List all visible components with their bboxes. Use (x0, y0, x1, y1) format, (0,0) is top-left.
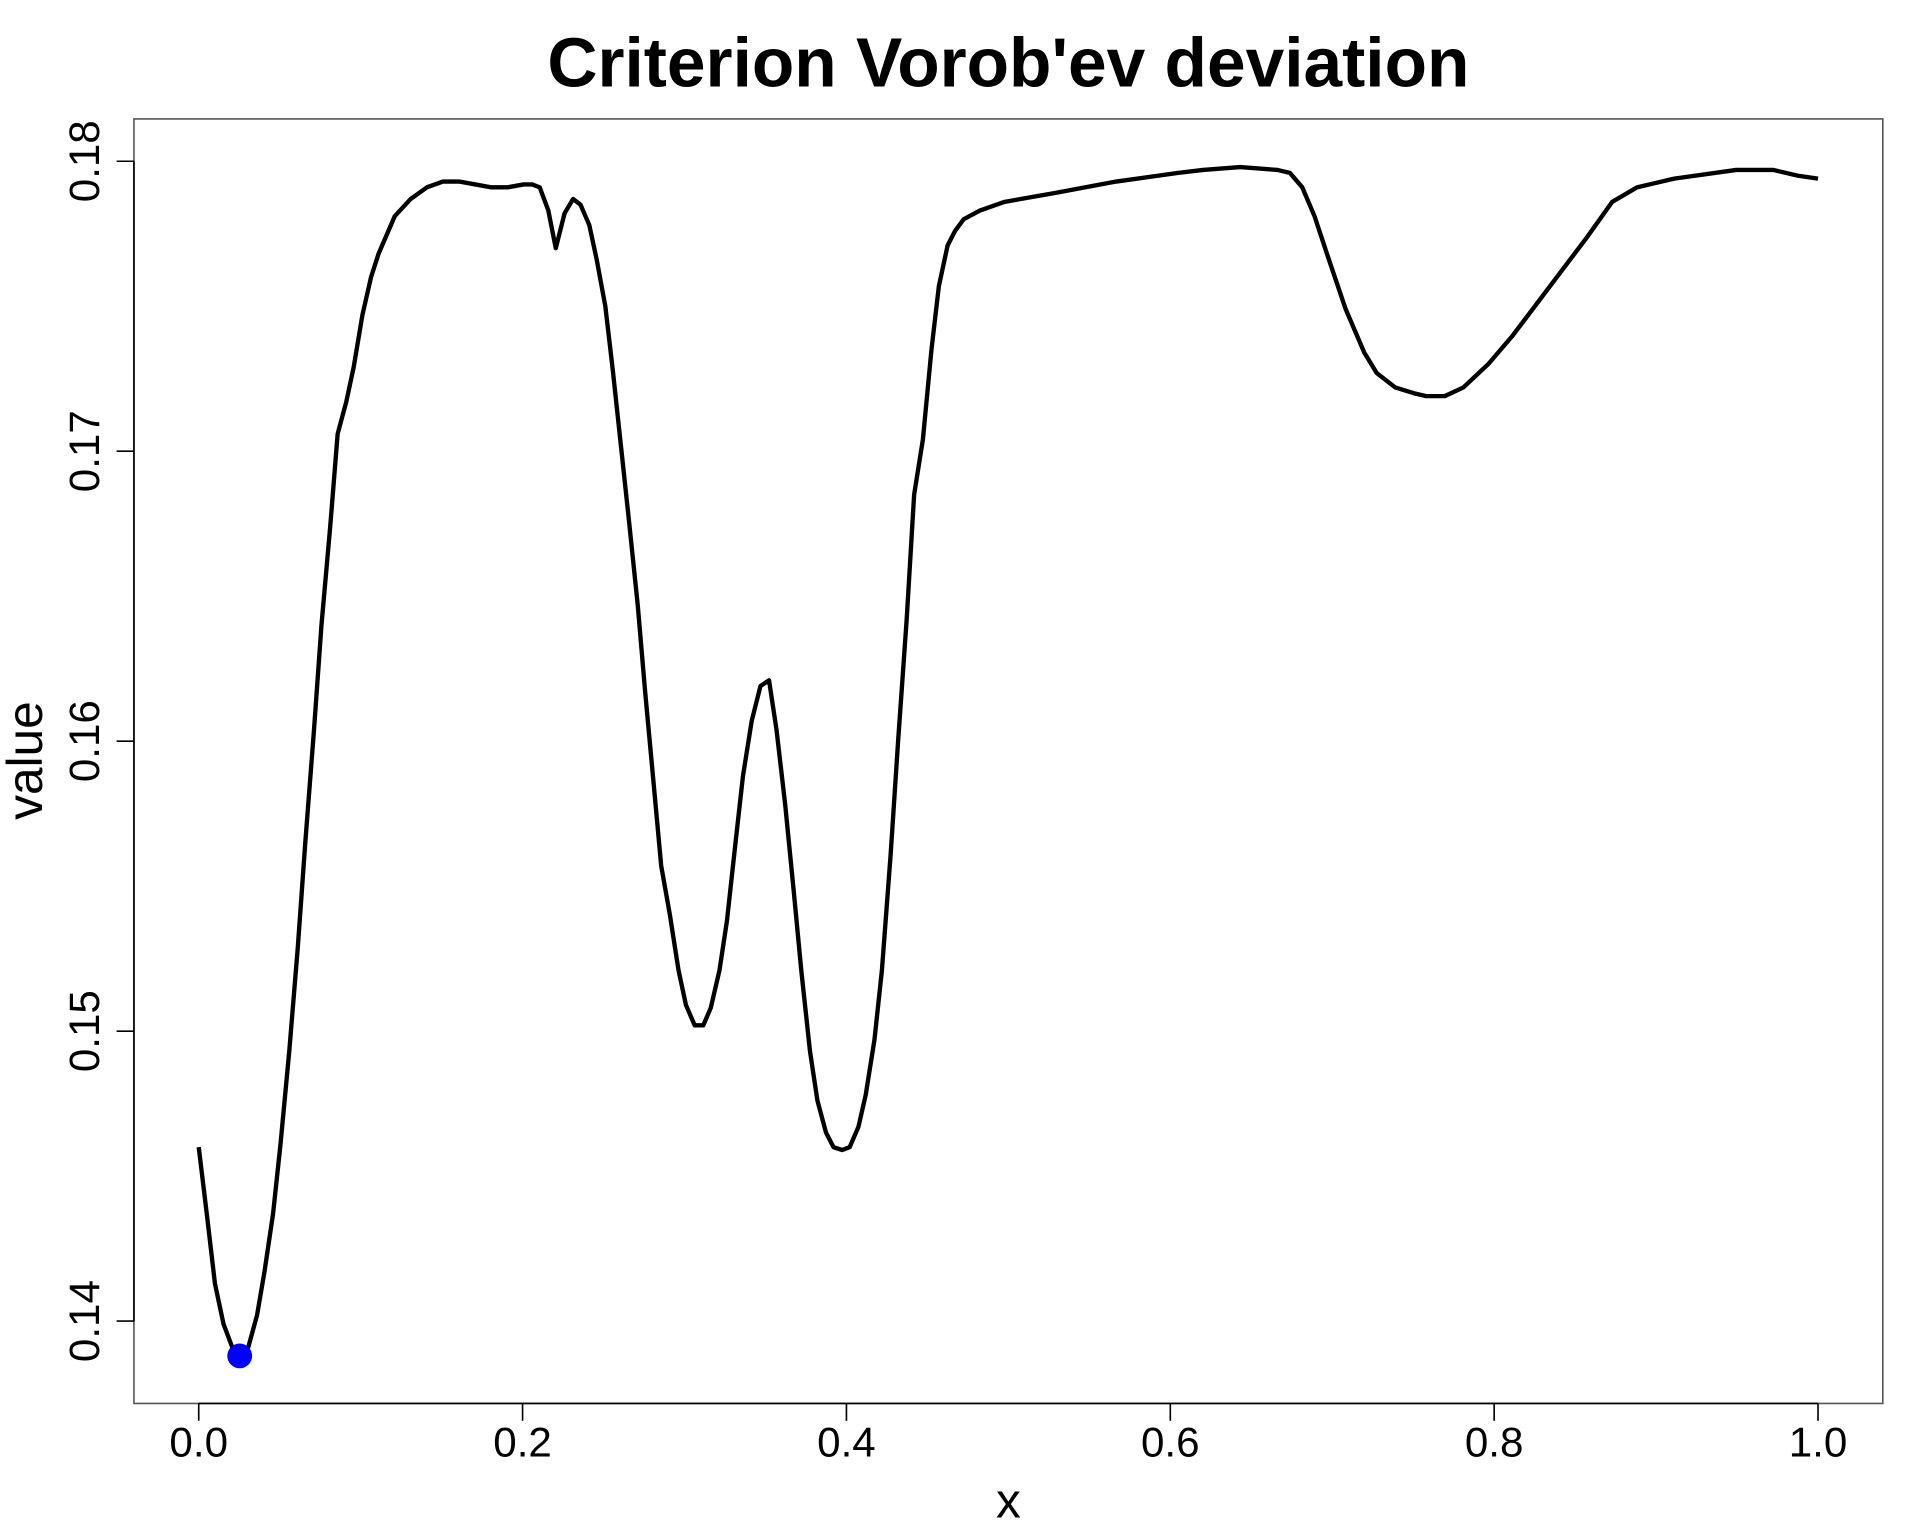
line (196, 164, 1819, 1359)
y-tick-label: 0.16 (61, 700, 108, 782)
x-tick-label: 0.0 (169, 1419, 228, 1466)
x-axis-label: x (996, 1472, 1021, 1528)
x-tick-label: 1.0 (1789, 1419, 1848, 1466)
x-tick-label: 0.4 (817, 1419, 876, 1466)
plot-frame (133, 118, 1884, 1405)
highlight-point (227, 1343, 253, 1369)
x-tick-label: 0.8 (1465, 1419, 1524, 1466)
y-tick-label: 0.17 (61, 410, 108, 492)
x-tick-label: 0.6 (1141, 1419, 1200, 1466)
y-tick-label: 0.15 (61, 990, 108, 1072)
x-tick-label: 0.2 (493, 1419, 552, 1466)
y-axis-label: value (0, 701, 53, 819)
chart-title: Criterion Vorob'ev deviation (547, 24, 1469, 102)
y-tick-label: 0.18 (61, 120, 108, 202)
y-tick-label: 0.14 (61, 1280, 108, 1362)
